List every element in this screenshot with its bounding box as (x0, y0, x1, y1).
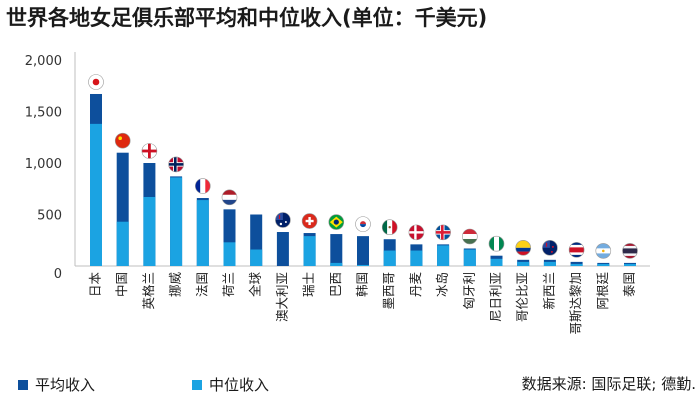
x-tick-label: 丹麦 (408, 272, 423, 298)
x-tick-label: 澳大利亚 (274, 272, 289, 322)
flag-australia-icon (275, 212, 291, 228)
y-tick-label: 1,500 (25, 106, 62, 121)
flag-denmark-icon (408, 224, 425, 241)
flag-switzerland-icon (301, 213, 318, 229)
x-tick-label: 墨西哥 (381, 272, 396, 310)
bar-median-5 (223, 242, 236, 266)
x-tick-label: 新西兰 (541, 272, 556, 310)
flag-nigeria-icon (488, 235, 505, 252)
flag-netherlands-icon (221, 189, 238, 206)
bar-median-16 (517, 261, 530, 266)
bar-median-4 (196, 200, 209, 266)
x-tick-label: 英格兰 (141, 272, 156, 310)
x-tick-label: 法国 (194, 272, 209, 297)
flag-argentina-icon (595, 243, 612, 259)
legend-median-swatch (192, 379, 202, 390)
bar-median-17 (543, 261, 556, 266)
chart-title: 世界各地女足俱乐部平均和中位收入(单位：千美元) (6, 6, 488, 30)
flag-brazil-icon (328, 214, 345, 230)
flag-korea-icon (355, 216, 371, 232)
flag-mexico-icon (381, 219, 398, 236)
flag-thailand-icon (622, 243, 638, 259)
flag-norway-icon (168, 156, 184, 173)
x-tick-label: 阿根廷 (595, 272, 610, 310)
x-tick-label: 泰国 (622, 272, 637, 297)
legend-average-label: 平均收入 (35, 376, 96, 394)
bar-median-10 (357, 264, 369, 266)
bar-median-13 (437, 245, 450, 266)
x-tick-label: 哥斯达黎加 (568, 272, 583, 335)
bar-median-1 (116, 221, 129, 266)
x-tick-label: 巴西 (328, 272, 343, 297)
bar-median-18 (570, 263, 583, 266)
flag-france-icon (195, 178, 211, 194)
bar-average-10 (357, 236, 369, 266)
bar-median-8 (303, 236, 316, 266)
x-tick-label: 日本 (88, 272, 103, 298)
bar-median-14 (463, 249, 476, 266)
flag-england-icon (141, 143, 158, 159)
y-tick-label: 1,000 (25, 157, 62, 172)
x-tick-label: 韩国 (355, 272, 370, 297)
x-tick-label: 荷兰 (221, 272, 236, 297)
x-tick-label: 冰岛 (435, 272, 450, 297)
data-source-note: 数据来源: 国际足联; 德勤. (521, 375, 696, 393)
x-tick-label: 挪威 (168, 272, 183, 298)
x-tick-label: 尼日利亚 (488, 272, 503, 322)
bar-median-3 (170, 177, 183, 266)
bar-median-2 (143, 196, 156, 266)
legend-median: 中位收入 (192, 374, 269, 395)
bar-median-15 (490, 258, 503, 266)
legend-median-label: 中位收入 (209, 376, 270, 394)
bar-median-6 (250, 249, 263, 266)
flag-hungary-icon (461, 228, 478, 245)
flag-costarica-icon (568, 242, 585, 258)
y-tick-label: 2,000 (25, 54, 62, 69)
bar-median-9 (330, 262, 343, 266)
bar-average-9 (330, 234, 343, 266)
y-tick-label: 500 (37, 209, 62, 224)
bar-median-0 (90, 123, 102, 266)
bar-median-11 (383, 250, 396, 266)
flag-iceland-icon (435, 224, 451, 241)
x-tick-label: 哥伦比亚 (515, 272, 530, 322)
flag-colombia-icon (515, 240, 532, 256)
x-tick-label: 中国 (114, 272, 129, 297)
flag-newzealand-icon (542, 240, 558, 256)
bar-median-19 (597, 263, 610, 266)
bar-median-20 (624, 263, 636, 266)
bar-average-7 (276, 232, 289, 266)
legend-average-swatch (18, 379, 28, 390)
y-tick-label: 0 (54, 267, 62, 282)
x-tick-label: 全球 (248, 272, 263, 298)
legend-average: 平均收入 (18, 374, 95, 395)
flag-china-icon (114, 132, 131, 149)
bar-median-12 (410, 250, 423, 266)
flag-japan-icon (88, 74, 104, 90)
x-tick-label: 瑞士 (301, 272, 316, 297)
x-tick-label: 匈牙利 (461, 272, 476, 310)
